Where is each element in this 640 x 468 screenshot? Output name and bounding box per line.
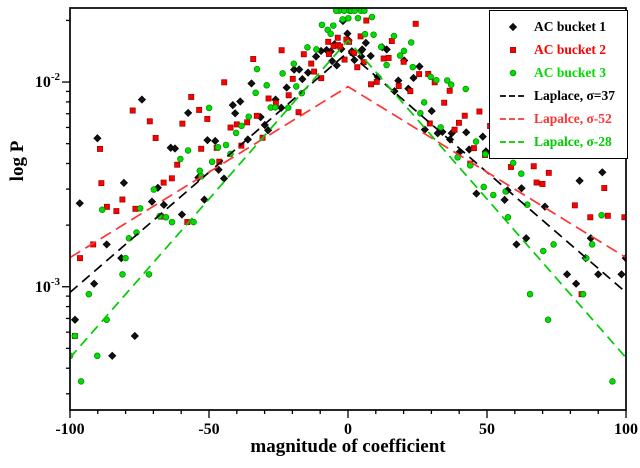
x-tick-label: 100: [614, 421, 638, 438]
legend-label: Laplace, σ=37: [533, 88, 615, 103]
x-tick-label: -50: [198, 421, 219, 438]
legend-line-sample: [499, 141, 526, 143]
axes: -100 -50 0 50 100 10-3 10-2: [35, 19, 638, 438]
legend-marker-square-icon: [510, 47, 516, 53]
y-tick-label: 10-2: [35, 71, 61, 91]
fit-line-2: [70, 38, 626, 359]
x-axis-title: magnitude of coefficient: [250, 436, 446, 457]
fit-line-0: [70, 51, 626, 294]
legend-entry: Lapalce, σ-28: [498, 131, 615, 153]
legend: AC bucket 1 AC bucket 2 AC bucket 3 Laplace…: [488, 10, 628, 159]
legend-label: AC bucket 3: [533, 65, 606, 80]
legend-entry: Laplace, σ=37: [498, 85, 615, 107]
legend-line-sample: [499, 95, 526, 97]
y-tick-label: 10-3: [35, 276, 61, 296]
legend-entry: AC bucket 3: [498, 62, 615, 84]
legend-label: Lapalce, σ-28: [533, 134, 612, 149]
legend-entry: AC bucket 2: [498, 39, 615, 61]
legend-marker-diamond-icon: [508, 22, 518, 32]
legend-marker-circle-icon: [509, 69, 517, 77]
plot-frame: [69, 7, 627, 411]
x-tick-label: -100: [55, 421, 84, 438]
legend-label: AC bucket 2: [533, 42, 606, 57]
x-tick-label: 0: [344, 421, 352, 438]
fit-line-1: [70, 85, 626, 259]
legend-line-sample: [499, 118, 526, 120]
legend-entry: AC bucket 1: [498, 16, 615, 38]
x-tick-label: 50: [479, 421, 495, 438]
y-axis-title: log P: [7, 140, 28, 182]
legend-label: AC bucket 1: [533, 19, 606, 34]
legend-label: Lapalce, σ-52: [533, 111, 612, 126]
legend-entry: Lapalce, σ-52: [498, 108, 615, 130]
